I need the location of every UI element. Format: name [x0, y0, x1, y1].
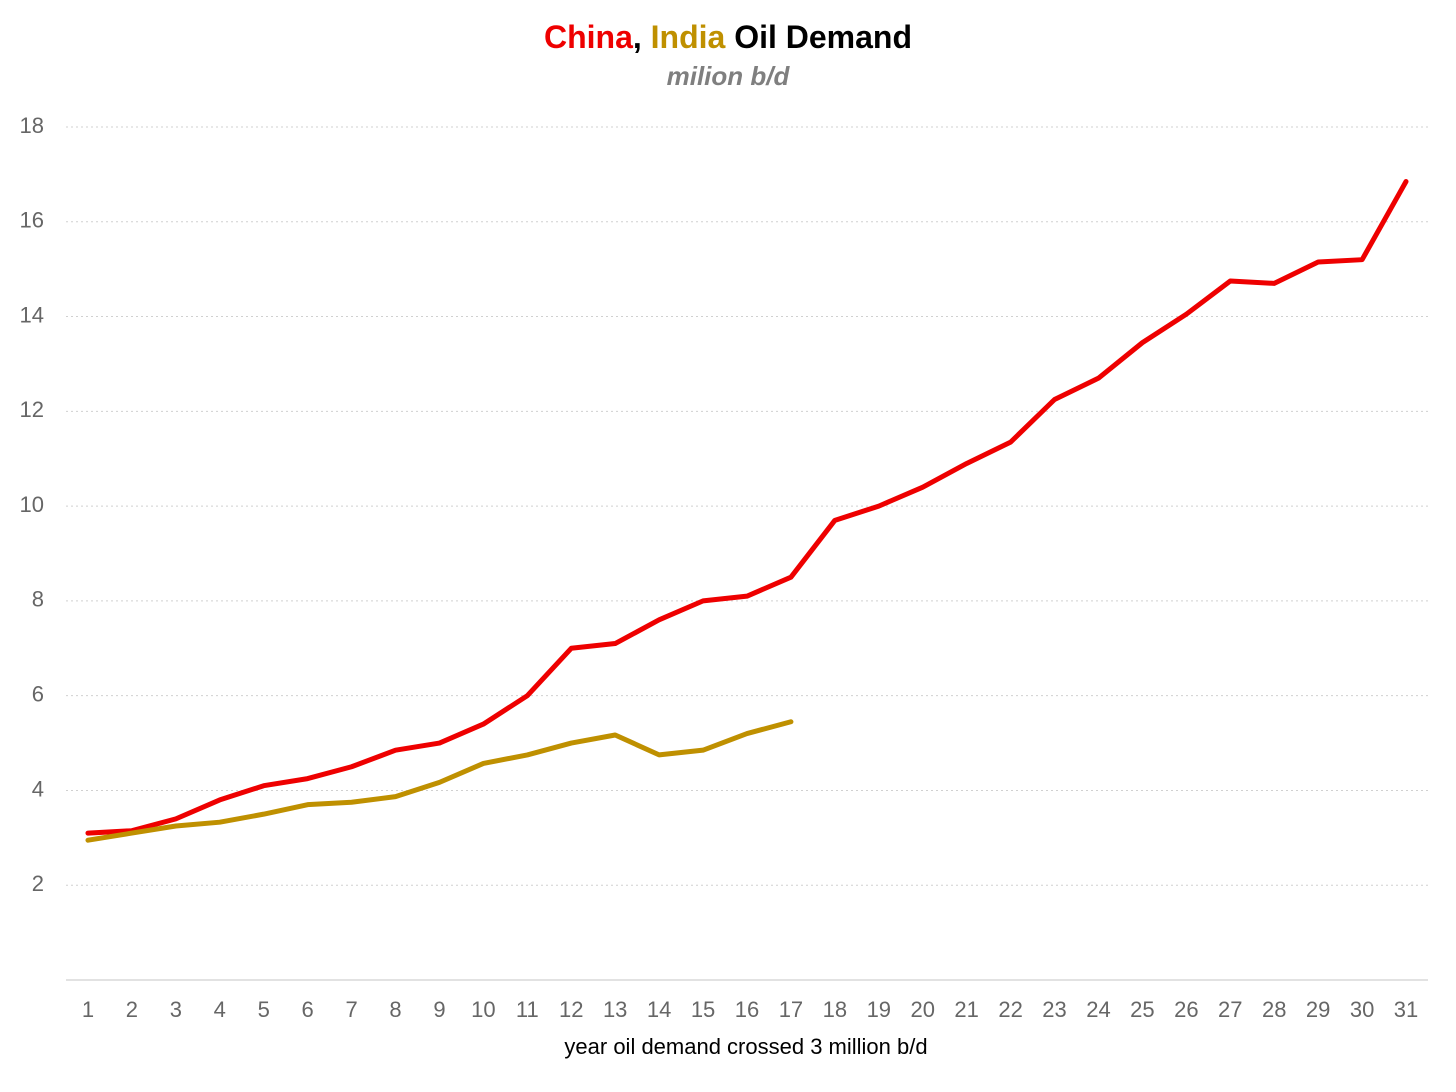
series-line	[85, 178, 1409, 836]
y-tick-label: 12	[20, 397, 44, 422]
x-tick-label: 23	[1042, 997, 1066, 1022]
x-tick-label: 21	[954, 997, 978, 1022]
x-tick-label: 16	[735, 997, 759, 1022]
x-tick-label: 1	[82, 997, 94, 1022]
x-axis-label: year oil demand crossed 3 million b/d	[564, 1034, 927, 1059]
x-tick-label: 31	[1394, 997, 1418, 1022]
x-tick-label: 28	[1262, 997, 1286, 1022]
x-tick-label: 29	[1306, 997, 1330, 1022]
x-tick-label: 13	[603, 997, 627, 1022]
x-tick-label: 15	[691, 997, 715, 1022]
y-tick-label: 8	[32, 587, 44, 612]
x-tick-label: 6	[302, 997, 314, 1022]
x-tick-label: 19	[867, 997, 891, 1022]
chart-title: China, India Oil Demand	[544, 19, 912, 55]
x-tick-label: 7	[345, 997, 357, 1022]
x-tick-label: 20	[910, 997, 934, 1022]
x-tick-label: 11	[516, 997, 539, 1022]
x-tick-label: 2	[126, 997, 138, 1022]
x-tick-label: 30	[1350, 997, 1374, 1022]
x-tick-label: 27	[1218, 997, 1242, 1022]
y-tick-label: 10	[20, 492, 44, 517]
title-part: China	[544, 19, 633, 55]
x-tick-label: 12	[559, 997, 583, 1022]
y-tick-label: 16	[20, 208, 44, 233]
y-tick-label: 4	[32, 776, 44, 801]
x-tick-label: 4	[214, 997, 226, 1022]
x-tick-label: 22	[998, 997, 1022, 1022]
x-tick-label: 9	[433, 997, 445, 1022]
y-tick-label: 6	[32, 681, 44, 706]
x-tick-label: 18	[823, 997, 847, 1022]
chart-subtitle: milion b/d	[667, 61, 791, 91]
title-part: ,	[633, 19, 651, 55]
x-tick-label: 17	[779, 997, 803, 1022]
x-tick-label: 5	[258, 997, 270, 1022]
y-tick-label: 18	[20, 113, 44, 138]
title-part: Oil Demand	[725, 19, 912, 55]
x-tick-label: 3	[170, 997, 182, 1022]
x-tick-label: 26	[1174, 997, 1198, 1022]
x-tick-label: 24	[1086, 997, 1110, 1022]
series-line	[85, 719, 794, 843]
y-tick-label: 2	[32, 871, 44, 896]
title-part: India	[651, 19, 726, 55]
x-tick-label: 25	[1130, 997, 1154, 1022]
x-tick-label: 14	[647, 997, 671, 1022]
x-tick-label: 10	[471, 997, 495, 1022]
x-tick-label: 8	[389, 997, 401, 1022]
y-tick-label: 14	[20, 302, 44, 327]
